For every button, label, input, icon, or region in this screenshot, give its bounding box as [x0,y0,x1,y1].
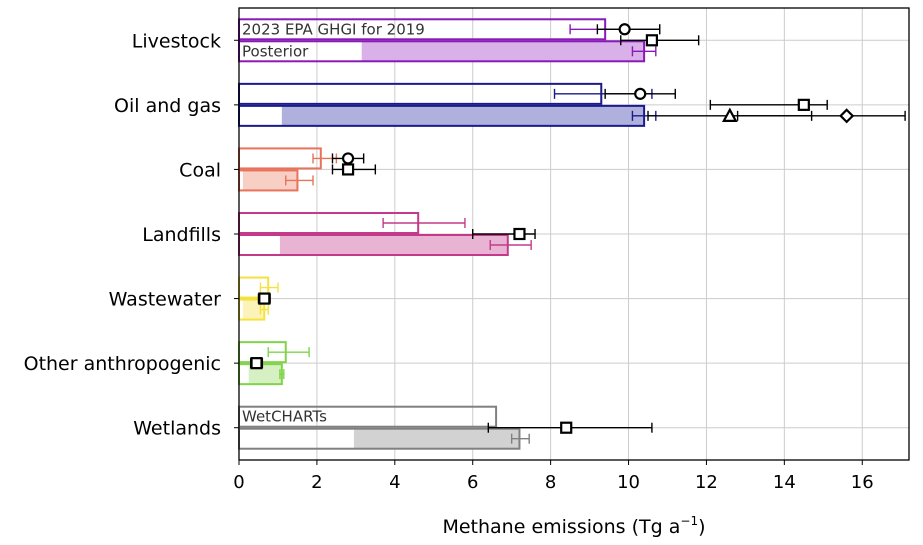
posterior-bar-fill [361,41,645,62]
category-label: Coal [179,159,221,181]
triangle-marker [721,107,738,122]
category-label: Other anthropogenic [24,353,221,375]
square-marker [513,227,526,241]
x-tick-label: 12 [695,472,718,493]
markers-layer [250,23,855,434]
circle-marker [618,23,631,36]
posterior-bar-fill [279,235,508,255]
square-marker [645,34,659,47]
posterior-bar-fill [353,428,520,449]
x-axis-title: Methane emissions (Tg a−1) [442,514,705,538]
square-marker [258,292,271,305]
x-tick-label: 0 [233,472,244,493]
category-label: Landfills [142,224,221,246]
square-marker [797,98,810,111]
posterior-bar-fill [281,105,645,126]
x-axis-title-superscript: −1 [680,514,698,528]
prior-bar [238,82,603,105]
in-bar-labels: 2023 EPA GHGI for 2019 Posterior WetCHAR… [242,20,425,425]
category-label: Wastewater [109,289,222,311]
x-tick-label: 14 [773,472,796,493]
x-tick-label: 10 [617,472,640,493]
y-axis-categories: Livestock Oil and gas Coal Landfills Wastewa… [24,30,239,440]
circle-marker [634,87,647,100]
posterior-series-label: Posterior [242,42,309,60]
x-tick-label: 6 [467,472,478,493]
x-tick-label: 16 [851,472,874,493]
x-tick-label: 8 [545,472,556,493]
category-label: Livestock [132,30,221,52]
square-marker [560,421,573,434]
diamond-marker [839,108,855,124]
category-label: Oil and gas [114,95,221,117]
square-marker [250,357,263,370]
prior-bar [238,147,322,170]
prior-series-label: 2023 EPA GHGI for 2019 [242,20,425,38]
x-axis-ticks: 0 2 4 6 8 10 12 14 16 [233,460,874,493]
circle-marker [341,152,355,165]
wetcharts-label: WetCHARTs [242,408,327,426]
x-tick-label: 4 [389,472,400,493]
category-label: Wetlands [133,418,221,440]
square-marker [341,163,355,176]
posterior-bar-fill [242,170,298,191]
x-tick-label: 2 [311,472,322,493]
